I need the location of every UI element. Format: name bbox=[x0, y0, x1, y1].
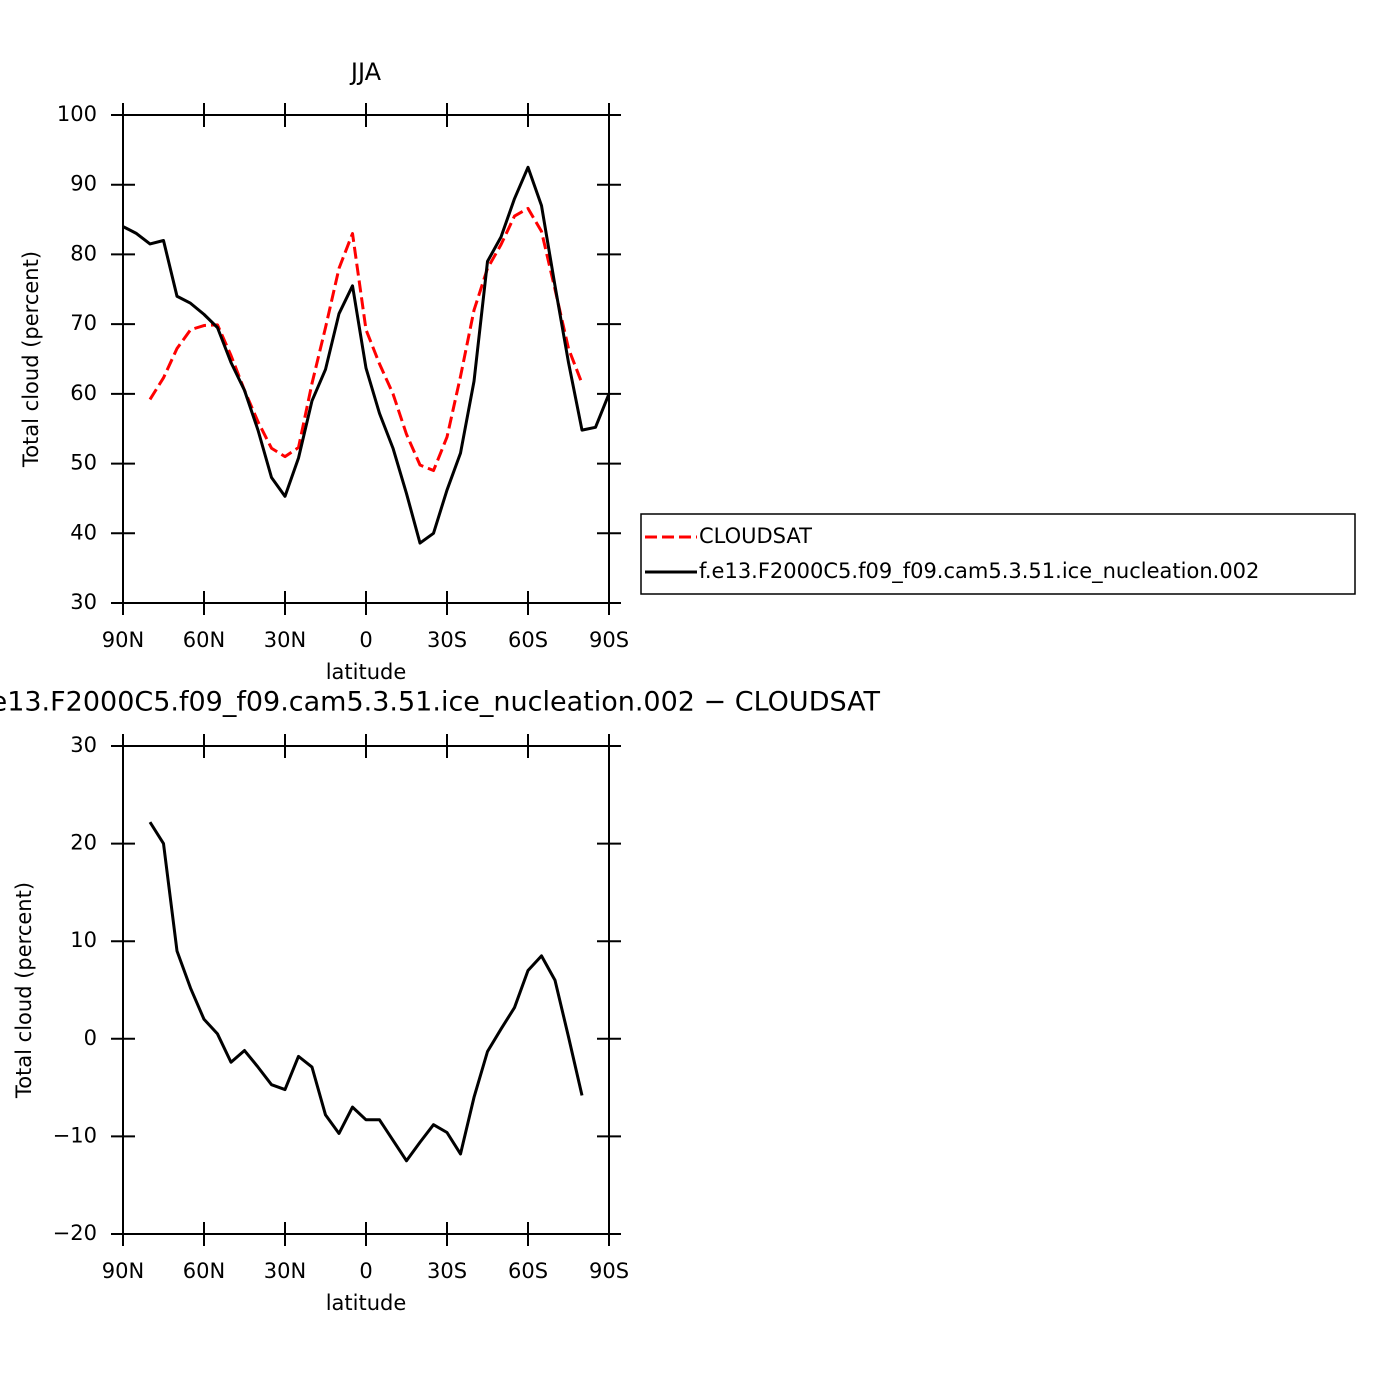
x-tick-label: 90N bbox=[102, 628, 144, 652]
y-tick-label: −20 bbox=[53, 1221, 97, 1245]
x-tick-label: 30N bbox=[264, 628, 306, 652]
chart-title: f.e13.F2000C5.f09_f09.cam5.3.51.ice_nucl… bbox=[0, 687, 881, 718]
plot-frame bbox=[122, 745, 610, 1235]
y-tick-label: 80 bbox=[70, 241, 97, 265]
line-series bbox=[148, 206, 584, 473]
x-tick-label: 60S bbox=[508, 628, 548, 652]
y-tick-label: 0 bbox=[84, 1026, 97, 1050]
y-tick-label: 60 bbox=[70, 381, 97, 405]
x-tick-label: 90S bbox=[589, 628, 629, 652]
legend-box bbox=[640, 513, 1356, 595]
y-tick-label: 10 bbox=[70, 928, 97, 952]
y-tick-label: 70 bbox=[70, 311, 97, 335]
x-axis-label: latitude bbox=[326, 660, 407, 684]
legend-label: CLOUDSAT bbox=[699, 524, 812, 548]
y-tick-label: −10 bbox=[53, 1123, 97, 1147]
x-tick-label: 0 bbox=[359, 628, 372, 652]
x-tick-label: 30S bbox=[427, 628, 467, 652]
x-tick-label: 60S bbox=[508, 1259, 548, 1283]
x-tick-label: 90S bbox=[589, 1259, 629, 1283]
y-tick-label: 100 bbox=[57, 102, 97, 126]
x-tick-label: 30S bbox=[427, 1259, 467, 1283]
x-tick-label: 90N bbox=[102, 1259, 144, 1283]
chart-title: JJA bbox=[349, 58, 382, 86]
x-tick-label: 60N bbox=[183, 1259, 225, 1283]
y-tick-label: 30 bbox=[70, 733, 97, 757]
x-axis-label: latitude bbox=[326, 1291, 407, 1315]
legend-label: f.e13.F2000C5.f09_f09.cam5.3.51.ice_nucl… bbox=[699, 559, 1259, 584]
y-tick-label: 30 bbox=[70, 590, 97, 614]
y-tick-label: 20 bbox=[70, 831, 97, 855]
y-tick-label: 50 bbox=[70, 451, 97, 475]
y-tick-label: 40 bbox=[70, 520, 97, 544]
y-tick-label: 90 bbox=[70, 172, 97, 196]
line-series bbox=[148, 821, 584, 1163]
x-tick-label: 0 bbox=[359, 1259, 372, 1283]
y-axis-label: Total cloud (percent) bbox=[12, 882, 36, 1099]
y-axis-label: Total cloud (percent) bbox=[19, 251, 43, 468]
line-series bbox=[122, 165, 611, 545]
x-tick-label: 60N bbox=[183, 628, 225, 652]
x-tick-label: 30N bbox=[264, 1259, 306, 1283]
